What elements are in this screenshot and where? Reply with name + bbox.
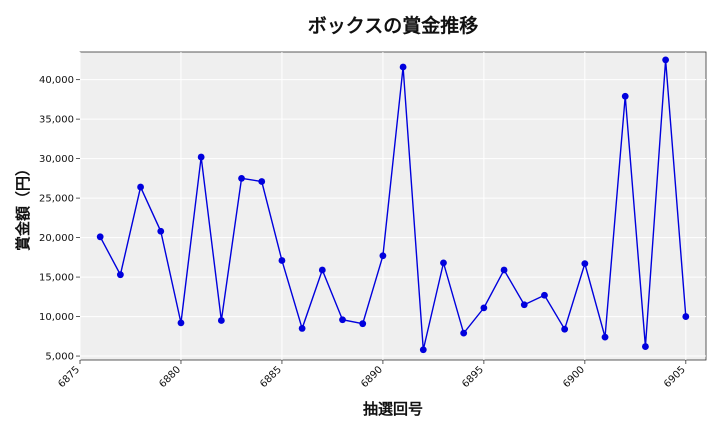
y-tick-label: 30,000 [39,154,74,165]
data-point [541,291,548,299]
y-tick-label: 10,000 [39,312,74,323]
data-point [197,153,205,161]
x-tick-label: 6875 [56,364,82,390]
data-point [238,174,245,182]
data-point [500,266,508,274]
data-point [399,63,407,71]
data-point [419,346,427,354]
data-point [258,178,266,185]
data-point [137,183,144,191]
data-point [682,313,690,320]
x-tick-label: 6880 [157,364,183,390]
x-axis: 6875 6880 6885 6890 6895 6900 6905 [56,360,688,390]
data-point [157,227,165,235]
series-line [99,59,687,350]
y-tick-label: 35,000 [39,115,74,126]
data-point [359,320,367,328]
x-tick-label: 6895 [460,364,486,390]
data-point [440,259,447,267]
data-point [621,92,629,100]
data-point [278,257,286,264]
data-point [561,325,569,333]
x-axis-label: 抽選回号 [363,400,423,418]
data-point [480,304,488,312]
data-point [520,301,528,309]
chart-title: ボックスの賞金推移 [308,14,478,37]
data-point [116,271,124,279]
y-axis: 5,000 10,000 15,000 20,000 25,000 30,000 35,00… [39,75,80,363]
x-tick-label: 6890 [359,364,385,390]
y-tick-label: 25,000 [39,194,74,205]
y-tick-label: 40,000 [39,75,74,86]
data-point [217,317,225,324]
data-point [460,329,468,337]
y-tick-label: 5,000 [45,352,74,363]
series-layer [96,56,690,354]
y-tick-label: 20,000 [39,233,74,244]
data-point [642,343,649,350]
data-point [601,333,609,341]
x-tick-label: 6885 [258,364,284,390]
x-tick-label: 6900 [561,364,587,390]
data-point [318,266,326,274]
plot-area [79,51,707,361]
x-tick-label: 6905 [662,364,688,390]
data-point [298,325,306,332]
data-point [662,56,670,64]
data-point [581,260,589,268]
data-point [379,252,387,260]
data-point [96,233,104,241]
y-tick-label: 15,000 [39,273,74,284]
data-point [339,316,346,324]
data-point [177,319,185,327]
y-axis-label: 賞金額（円） [14,161,32,251]
